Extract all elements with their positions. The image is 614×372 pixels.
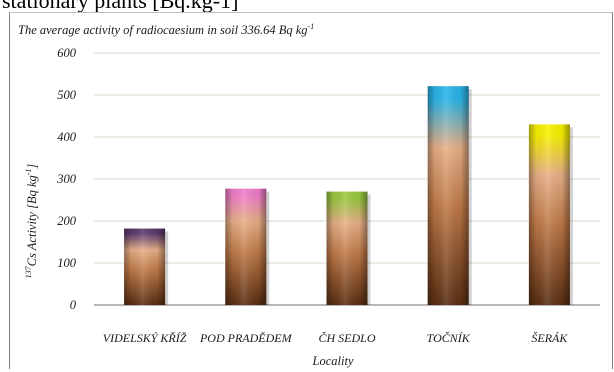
bar-shading — [326, 191, 368, 305]
y-tick-label: 500 — [57, 88, 77, 102]
partial-caption: stationary plants [Bq.kg-1] — [2, 0, 238, 12]
y-tick-label: 600 — [57, 46, 77, 60]
x-axis-ticks: VIDELSKÝ KŘÍŽ POD PRADĚDEM ČH SEDLO TOČNÍK Š… — [103, 331, 569, 345]
y-axis-label-prefix: 137 — [24, 265, 33, 278]
y-axis-label-sup: -1 — [24, 169, 33, 176]
y-axis-ticks: 0 100 200 300 400 500 600 — [56, 46, 77, 312]
chart-frame: 0 100 200 300 400 500 600 VIDELSKÝ KŘÍŽ POD PRA… — [9, 12, 613, 369]
y-tick-label: 300 — [56, 172, 77, 186]
y-tick-label: 200 — [57, 214, 77, 228]
y-axis-label: 137Cs Activity [Bq kg-1] — [24, 164, 39, 279]
y-tick-label: 400 — [57, 130, 77, 144]
chart-title-text: The average activity of radiocaesium in … — [18, 23, 308, 37]
y-axis-label-suffix: ] — [25, 164, 39, 170]
bars — [124, 86, 573, 306]
document-text-strip: stationary plants [Bq.kg-1] — [0, 0, 614, 12]
x-tick-label: ČH SEDLO — [318, 331, 375, 345]
x-tick-label: VIDELSKÝ KŘÍŽ — [103, 331, 187, 345]
y-axis-label-main: Cs Activity [Bq kg — [25, 175, 39, 266]
bar-shading — [225, 188, 267, 305]
x-tick-label: ŠERÁK — [531, 331, 568, 345]
x-tick-label: TOČNÍK — [427, 331, 471, 345]
x-tick-label: POD PRADĚDEM — [199, 331, 293, 345]
bar-shading — [427, 86, 469, 306]
y-tick-label: 100 — [57, 256, 77, 270]
gridlines — [94, 52, 600, 306]
x-axis-label: Locality — [312, 354, 354, 368]
chart-title-superscript: -1 — [308, 22, 315, 31]
bar-shading — [528, 124, 570, 306]
bar-chart: 0 100 200 300 400 500 600 VIDELSKÝ KŘÍŽ POD PRA… — [18, 22, 600, 368]
chart-title: The average activity of radiocaesium in … — [18, 22, 314, 37]
y-tick-label: 0 — [70, 298, 77, 312]
bar-shading — [124, 228, 166, 305]
